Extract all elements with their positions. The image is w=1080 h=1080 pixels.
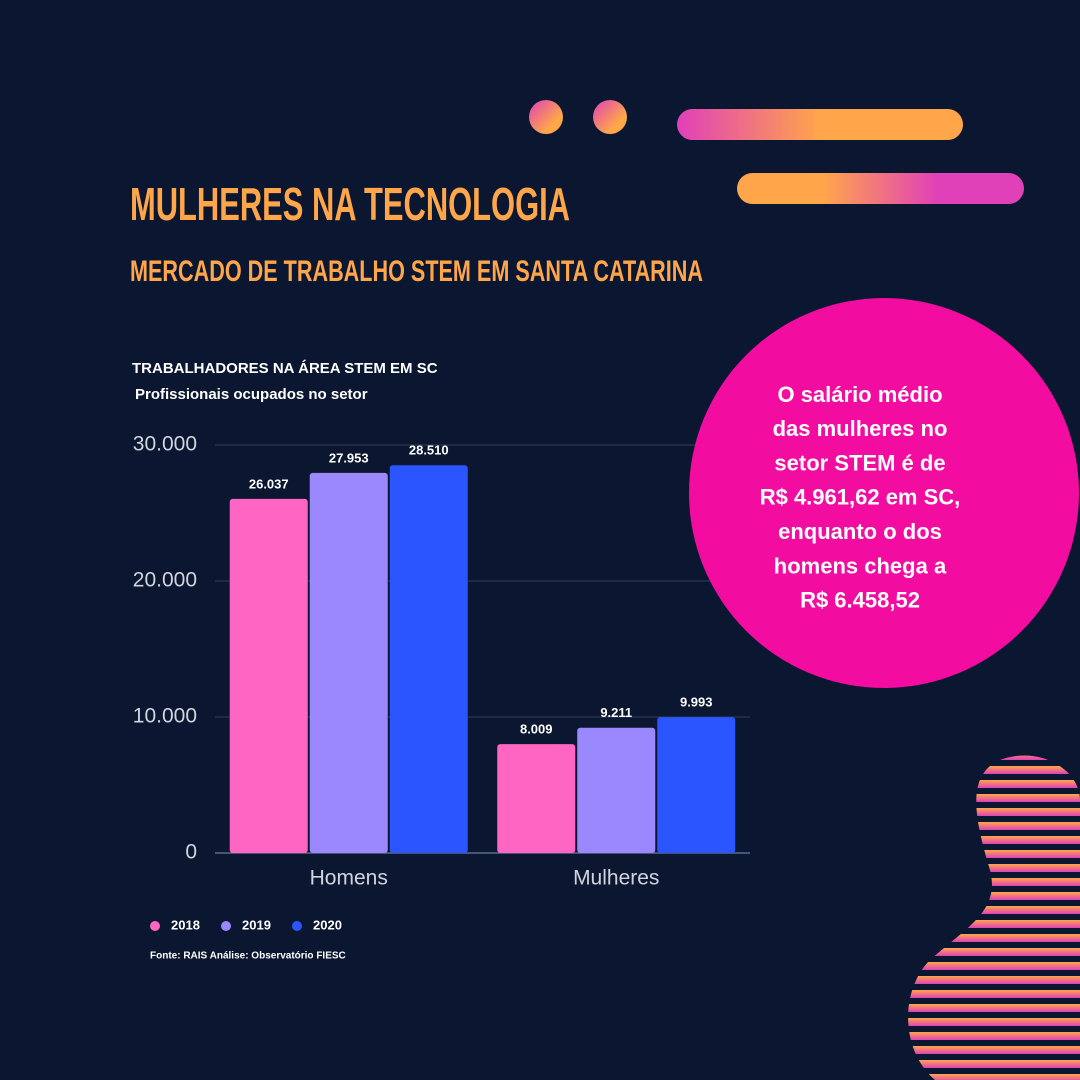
- decor-stripe: [908, 780, 1080, 788]
- bar: [389, 465, 468, 853]
- callout: O salário médio das mulheres no setor STEM…: [760, 382, 961, 613]
- bar: [309, 472, 388, 853]
- bar: [657, 717, 736, 853]
- decor-stripe: [908, 906, 1080, 914]
- value-label: 9.993: [680, 695, 713, 710]
- decor-stripe: [908, 808, 1080, 816]
- decor-stripe: [908, 920, 1080, 928]
- callout-line: homens chega a: [774, 553, 947, 578]
- source: Fonte: RAIS Análise: Observatório FIESC: [150, 951, 346, 962]
- callout-line: O salário médio: [777, 382, 942, 407]
- callout-line: R$ 4.961,62 em SC,: [760, 485, 961, 510]
- chart-subtitle: Profissionais ocupados no setor: [135, 386, 368, 403]
- decor-stripe: [908, 1018, 1080, 1026]
- title: MULHERES NA TECNOLOGIA: [130, 178, 570, 230]
- decor-stripe: [908, 864, 1080, 872]
- value-label: 26.037: [249, 476, 289, 491]
- decor-dot: [529, 100, 563, 134]
- legend-marker: [292, 921, 302, 931]
- decor-stripe: [908, 822, 1080, 830]
- bar: [497, 744, 576, 853]
- legend-label: 2018: [171, 917, 200, 932]
- value-label: 27.953: [329, 450, 369, 465]
- y-tick-label: 10.000: [133, 705, 197, 728]
- decor-stripe: [908, 836, 1080, 844]
- decor-pill: [737, 173, 1024, 204]
- callout-line: das mulheres no: [773, 416, 948, 441]
- decor-blob: [908, 755, 1080, 1080]
- decor-stripe: [908, 766, 1080, 774]
- decor-stripe: [908, 892, 1080, 900]
- decor-stripe: [908, 1060, 1080, 1068]
- subtitle: MERCADO DE TRABALHO STEM EM SANTA CATARI…: [130, 255, 703, 288]
- value-label: 28.510: [409, 443, 449, 458]
- decor-stripe: [908, 850, 1080, 858]
- x-tick-label: Mulheres: [573, 867, 659, 890]
- decor-stripe: [908, 1004, 1080, 1012]
- decor-stripe: [908, 1046, 1080, 1054]
- decor-stripe: [908, 1032, 1080, 1040]
- callout-line: enquanto o dos: [778, 519, 942, 544]
- bar: [229, 498, 308, 853]
- legend-marker: [221, 921, 231, 931]
- decor-stripe: [908, 948, 1080, 956]
- decor-stripe: [908, 990, 1080, 998]
- decor-stripe: [908, 878, 1080, 886]
- value-label: 9.211: [600, 705, 632, 720]
- legend-label: 2020: [313, 917, 342, 932]
- callout-line: setor STEM é de: [774, 450, 945, 475]
- x-tick-label: Homens: [310, 867, 388, 890]
- decor-stripe: [908, 962, 1080, 970]
- value-label: 8.009: [520, 722, 553, 737]
- callout-line: R$ 6.458,52: [800, 588, 920, 613]
- decor-stripe: [908, 1074, 1080, 1080]
- legend-marker: [150, 921, 160, 931]
- bar: [577, 727, 656, 853]
- legend-label: 2019: [242, 917, 271, 932]
- callout-circle: [689, 298, 1079, 688]
- decor-stripe: [908, 794, 1080, 802]
- y-tick-label: 0: [185, 841, 197, 864]
- decor-stripe: [908, 934, 1080, 942]
- y-tick-label: 30.000: [133, 433, 197, 456]
- decor-dot: [593, 100, 627, 134]
- decor-stripe: [908, 976, 1080, 984]
- plot: 0 10.000 20.000 30.000 Homens 26.037 27.953 28.…: [133, 433, 750, 932]
- chart-title: TRABALHADORES NA ÁREA STEM EM SC: [132, 360, 438, 377]
- decor-pill: [677, 109, 963, 140]
- y-tick-label: 20.000: [133, 569, 197, 592]
